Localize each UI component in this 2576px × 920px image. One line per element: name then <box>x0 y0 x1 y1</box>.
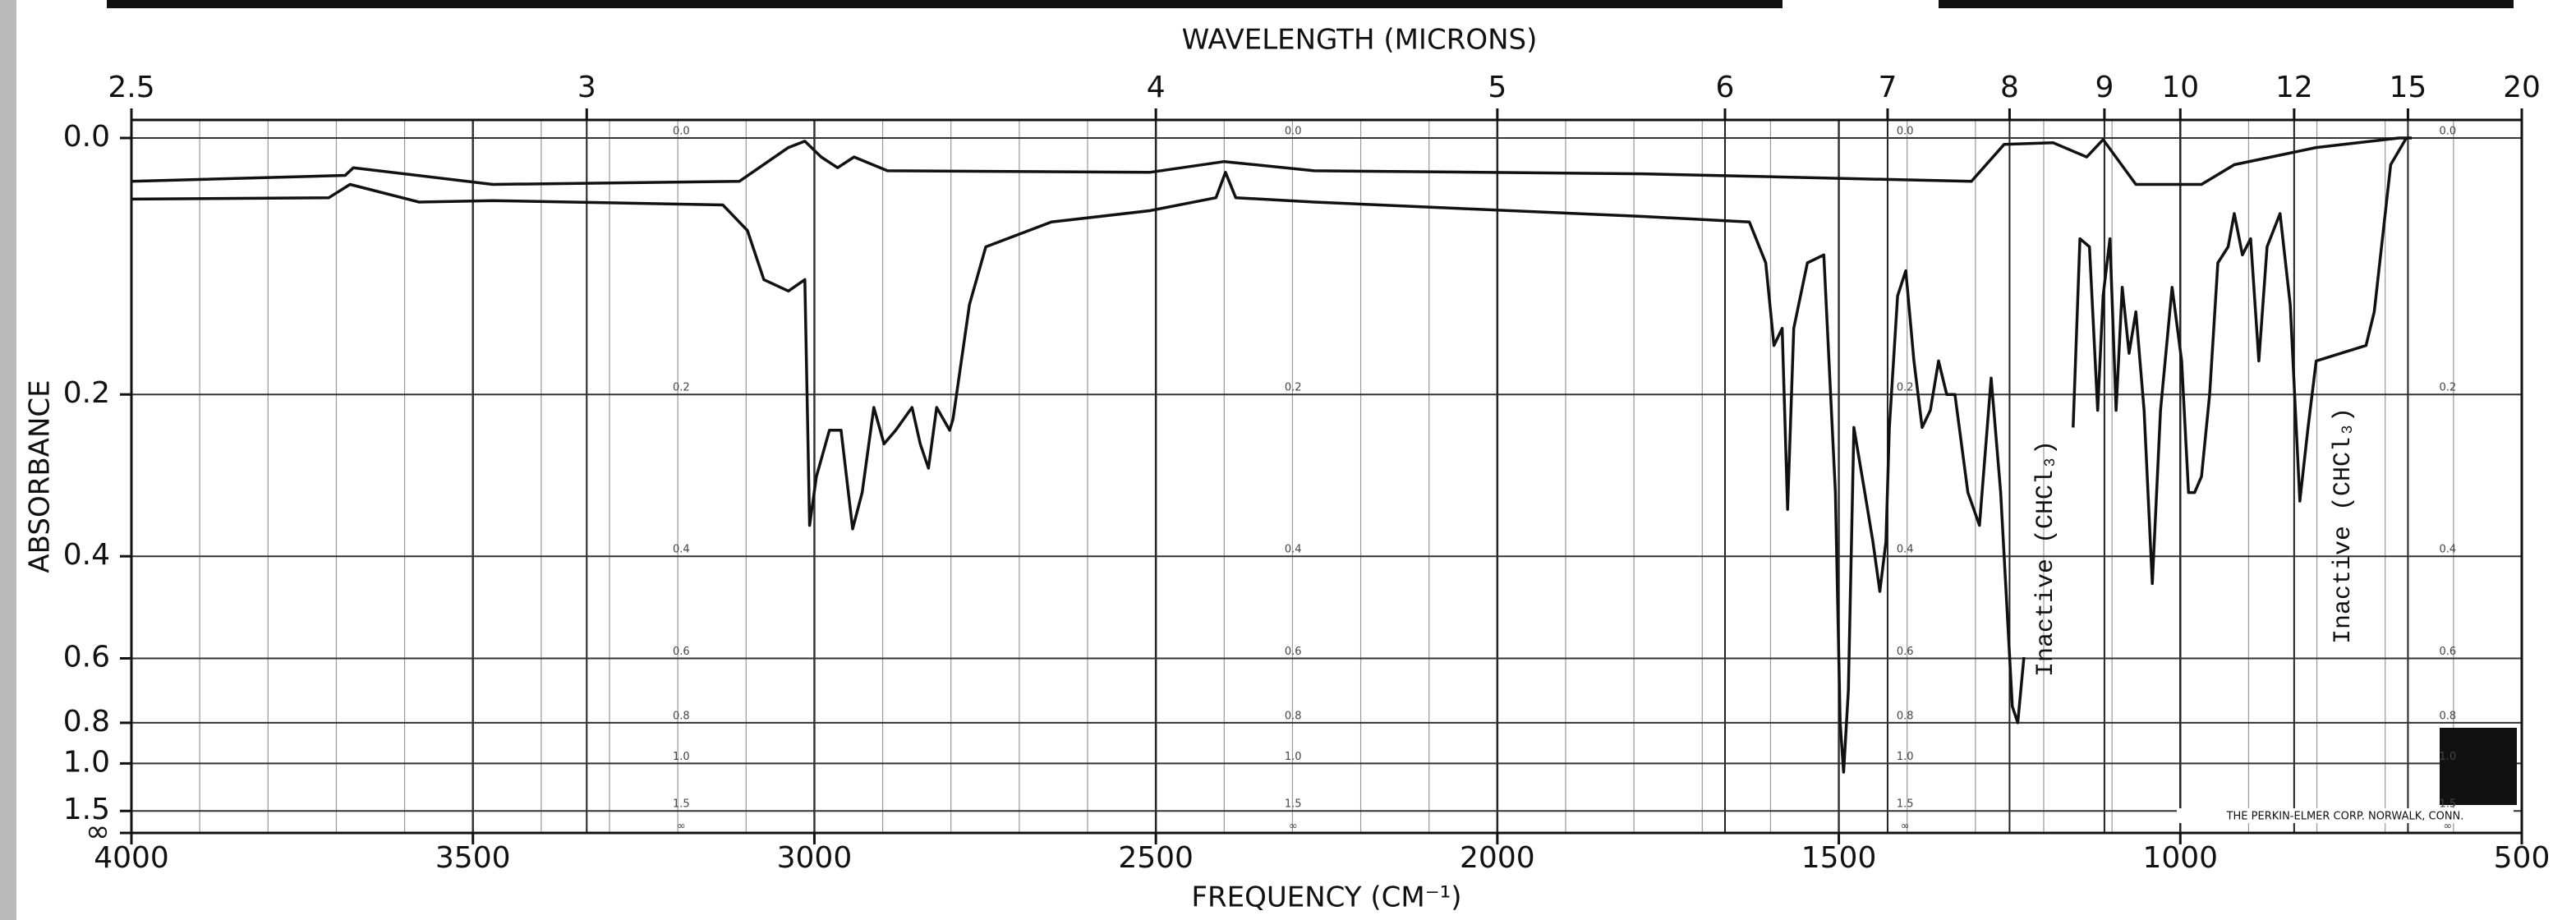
inner-scale-label: 0.0 <box>673 126 690 138</box>
x-axis-title: FREQUENCY (CM⁻¹) <box>1191 881 1461 914</box>
inner-scale-label: 0.6 <box>1285 646 1302 658</box>
inner-scale-label: 1.5 <box>2439 798 2456 811</box>
inner-scale-label: 0.2 <box>2439 382 2456 394</box>
inner-scale-label: 0.8 <box>2439 710 2456 722</box>
top-bar <box>107 0 1782 8</box>
annotation: Inactive (CHCl₃) <box>2330 407 2358 644</box>
footer: THE PERKIN-ELMER CORP. NORWALK, CONN. <box>2226 811 2464 823</box>
inner-scale-label: 0.0 <box>2439 126 2456 138</box>
inner-scale-label: 0.2 <box>1897 382 1914 394</box>
inner-scale-label: 1.5 <box>1285 798 1302 811</box>
x2-tick-label: 9 <box>2095 71 2114 104</box>
inner-scale-label: 1.0 <box>1897 751 1914 763</box>
y-tick-label: 0.4 <box>63 538 110 572</box>
y-tick-label: 0.6 <box>63 640 110 674</box>
inner-scale-label: 0.0 <box>1897 126 1914 138</box>
inner-scale-label: 0.4 <box>2439 544 2456 556</box>
spectrum-line <box>131 136 2413 186</box>
footer-bg <box>2177 808 2514 823</box>
x2-tick-label: 4 <box>1147 71 1166 104</box>
x-tick-label: 3500 <box>435 841 511 875</box>
annotation: Inactive (CHCl₃) <box>2032 440 2060 677</box>
inner-scale-label: 0.8 <box>1285 710 1302 722</box>
inner-scale-label: 1.0 <box>1285 751 1302 763</box>
inner-scale-label: 1.0 <box>2439 751 2456 763</box>
inner-scale-label: ∞ <box>677 821 686 833</box>
y-tick-label: 1.0 <box>63 745 110 779</box>
x2-tick-label: 20 <box>2503 71 2541 104</box>
inner-scale-label: ∞ <box>2443 821 2452 833</box>
x-tick-label: 2000 <box>1460 841 1535 875</box>
inner-scale-label: 0.6 <box>673 646 690 658</box>
inner-scale-label: 0.4 <box>673 544 690 556</box>
x2-tick-label: 12 <box>2275 71 2313 104</box>
x2-tick-label: 5 <box>1488 71 1506 104</box>
y-tick-label: 1.5 <box>63 793 110 826</box>
x2-tick-label: 6 <box>1716 71 1735 104</box>
inner-scale-label: 1.5 <box>1897 798 1914 811</box>
x2-tick-label: 10 <box>2161 71 2199 104</box>
inner-scale-label: 0.8 <box>1897 710 1914 722</box>
x-tick-label: 4000 <box>94 841 169 875</box>
y-tick-label: 0.0 <box>63 120 110 154</box>
x2-tick-label: 3 <box>577 71 596 104</box>
x2-tick-label: 7 <box>1879 71 1898 104</box>
y-tick-label: 0.2 <box>63 376 110 410</box>
inner-scale-label: 0.6 <box>2439 646 2456 658</box>
inner-scale-label: ∞ <box>1901 821 1910 833</box>
y-axis-title: ABSORBANCE <box>24 380 57 573</box>
inner-scale-label: 0.6 <box>1897 646 1914 658</box>
spectrum-line <box>131 137 2408 774</box>
top-bar <box>1939 0 2514 8</box>
frame <box>130 118 2523 835</box>
x2-tick-label: 8 <box>2000 71 2019 104</box>
inner-scale-label: 1.0 <box>673 751 690 763</box>
inner-scale-label: 1.5 <box>673 798 690 811</box>
inner-scale-label: 0.2 <box>673 382 690 394</box>
binding-strip <box>0 0 16 920</box>
y-tick-label: 0.8 <box>63 705 110 738</box>
inner-scale-label: 0.2 <box>1285 382 1302 394</box>
x-tick-label: 2500 <box>1118 841 1194 875</box>
x2-tick-label: 15 <box>2390 71 2427 104</box>
inner-scale-label: 0.0 <box>1285 126 1302 138</box>
x2-axis-title: WAVELENGTH (MICRONS) <box>1182 24 1538 57</box>
y-tick-label: ∞ <box>85 815 110 849</box>
inner-scale-label: 0.4 <box>1897 544 1914 556</box>
x-tick-label: 1000 <box>2142 841 2218 875</box>
inner-scale-label: 0.8 <box>673 710 690 722</box>
corner-block <box>2440 728 2517 805</box>
x-tick-label: 3000 <box>777 841 853 875</box>
inner-scale-label: 0.4 <box>1285 544 1302 556</box>
x2-tick-label: 2.5 <box>108 71 154 104</box>
plot <box>131 136 2413 774</box>
inner-scale-label: ∞ <box>1289 821 1298 833</box>
x-tick-label: 500 <box>2494 841 2551 875</box>
x-tick-label: 1500 <box>1801 841 1877 875</box>
